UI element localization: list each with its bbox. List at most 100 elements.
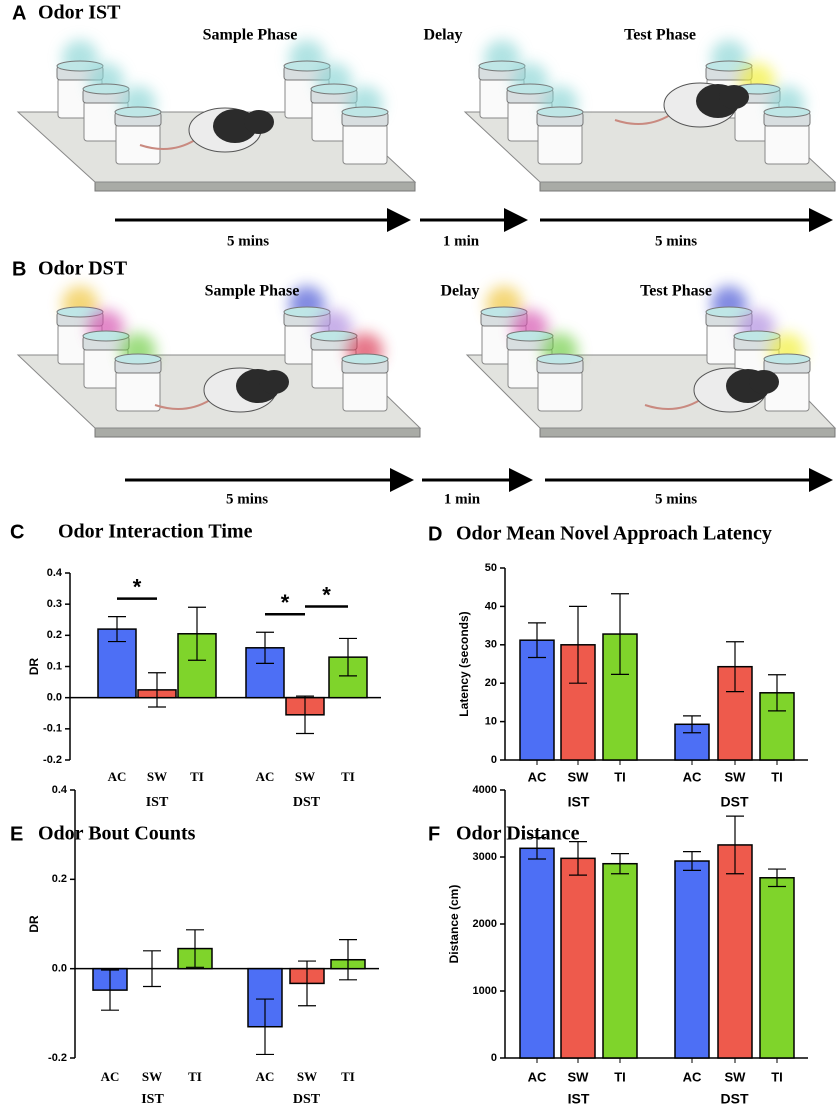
chart-title: Odor Bout Counts bbox=[38, 823, 196, 845]
y-tick-label: -0.1 bbox=[43, 723, 62, 735]
jar-body bbox=[537, 370, 583, 412]
panel-label: B bbox=[12, 258, 26, 280]
y-tick-label: 0 bbox=[491, 754, 497, 766]
panel-label: A bbox=[12, 2, 26, 24]
jar-body bbox=[342, 370, 388, 412]
error-bar bbox=[143, 950, 161, 988]
x-tick-label: SW bbox=[725, 769, 747, 784]
phase-label: Test Phase bbox=[624, 27, 696, 44]
x-tick-label: AC bbox=[108, 769, 127, 784]
error-bar bbox=[108, 616, 126, 643]
error-bar bbox=[256, 631, 274, 664]
phase-label: Sample Phase bbox=[203, 27, 298, 44]
y-axis-label: DR bbox=[27, 658, 41, 676]
error-bar bbox=[339, 637, 357, 677]
error-bar bbox=[298, 960, 316, 1007]
phase-label: Delay bbox=[423, 27, 462, 44]
y-tick-label: 50 bbox=[485, 562, 497, 574]
chart-title: Odor Distance bbox=[456, 823, 580, 845]
error-bar bbox=[726, 641, 744, 693]
y-tick-label: -0.2 bbox=[43, 754, 62, 766]
jar-top bbox=[114, 106, 162, 118]
x-tick-label: AC bbox=[256, 1069, 275, 1084]
jar-top bbox=[763, 106, 811, 118]
x-tick-label: AC bbox=[683, 769, 702, 784]
x-tick-label: AC bbox=[528, 1069, 547, 1084]
chart-title: Odor Interaction Time bbox=[58, 521, 253, 543]
error-bar bbox=[188, 606, 206, 661]
jar-top bbox=[506, 330, 554, 342]
x-tick-label: TI bbox=[188, 1069, 202, 1084]
y-tick-label: -0.2 bbox=[48, 1052, 67, 1064]
error-bar bbox=[256, 998, 274, 1056]
y-tick-label: 0.0 bbox=[52, 963, 67, 975]
y-tick-label: 0.1 bbox=[47, 660, 62, 672]
x-tick-label: TI bbox=[614, 1069, 626, 1084]
group-label: DST bbox=[721, 794, 749, 810]
panel-label: F bbox=[428, 823, 440, 845]
x-tick-label: TI bbox=[771, 1069, 783, 1084]
group-label: IST bbox=[568, 1091, 590, 1107]
bar bbox=[519, 639, 555, 761]
y-tick-label: 0.3 bbox=[47, 598, 62, 610]
jar-body bbox=[764, 123, 810, 165]
x-tick-label: TI bbox=[190, 769, 204, 784]
error-bar bbox=[726, 815, 744, 875]
y-axis-label: Distance (cm) bbox=[447, 885, 461, 964]
panel-title: Odor IST bbox=[38, 2, 121, 24]
significance-star: * bbox=[281, 590, 290, 615]
x-tick-label: SW bbox=[295, 769, 315, 784]
error-bar bbox=[611, 593, 629, 675]
error-bar bbox=[768, 868, 786, 888]
y-tick-label: 0 bbox=[491, 1052, 497, 1064]
bar bbox=[717, 844, 753, 1059]
jar-top bbox=[763, 353, 811, 365]
bar bbox=[674, 723, 710, 761]
chart-title: Odor Mean Novel Approach Latency bbox=[456, 523, 772, 545]
group-label: IST bbox=[146, 795, 169, 810]
rat-tail bbox=[644, 399, 701, 410]
y-axis-label: Latency (seconds) bbox=[457, 611, 471, 716]
group-label: DST bbox=[721, 1091, 749, 1107]
phase-label: Test Phase bbox=[640, 283, 712, 300]
y-tick-label: 0.2 bbox=[47, 629, 62, 641]
bar bbox=[519, 847, 555, 1059]
duration-label: 5 mins bbox=[655, 491, 697, 507]
x-tick-label: AC bbox=[101, 1069, 120, 1084]
phase-label: Delay bbox=[440, 283, 479, 300]
x-tick-label: SW bbox=[142, 1069, 162, 1084]
error-bar bbox=[528, 622, 546, 659]
significance-star: * bbox=[322, 582, 331, 607]
jar-body bbox=[115, 370, 161, 412]
rat-head bbox=[719, 85, 749, 109]
y-tick-label: 10 bbox=[485, 716, 497, 728]
y-tick-label: 3000 bbox=[473, 851, 497, 863]
jar-top bbox=[506, 83, 554, 95]
jar-top bbox=[114, 353, 162, 365]
error-bar bbox=[186, 929, 204, 968]
duration-label: 5 mins bbox=[227, 233, 269, 249]
error-bar bbox=[683, 715, 701, 734]
duration-label: 1 min bbox=[443, 233, 480, 249]
x-tick-label: SW bbox=[147, 769, 167, 784]
bar bbox=[602, 862, 638, 1059]
x-tick-label: SW bbox=[725, 1069, 747, 1084]
error-bar bbox=[339, 939, 357, 981]
error-bar bbox=[296, 695, 314, 735]
y-tick-label: 4000 bbox=[473, 784, 497, 796]
duration-label: 5 mins bbox=[655, 233, 697, 249]
platform-side bbox=[94, 181, 416, 192]
jar-top bbox=[536, 353, 584, 365]
jar-top bbox=[310, 83, 358, 95]
jar-top bbox=[341, 106, 389, 118]
x-tick-label: AC bbox=[528, 769, 547, 784]
y-axis-label: DR bbox=[27, 915, 41, 933]
error-bar bbox=[569, 605, 587, 684]
panel-label: D bbox=[428, 523, 442, 545]
rat-tail bbox=[139, 139, 196, 150]
jar-body bbox=[342, 123, 388, 165]
phase-label: Sample Phase bbox=[205, 283, 300, 300]
x-tick-label: SW bbox=[297, 1069, 317, 1084]
rat-head bbox=[749, 370, 779, 394]
